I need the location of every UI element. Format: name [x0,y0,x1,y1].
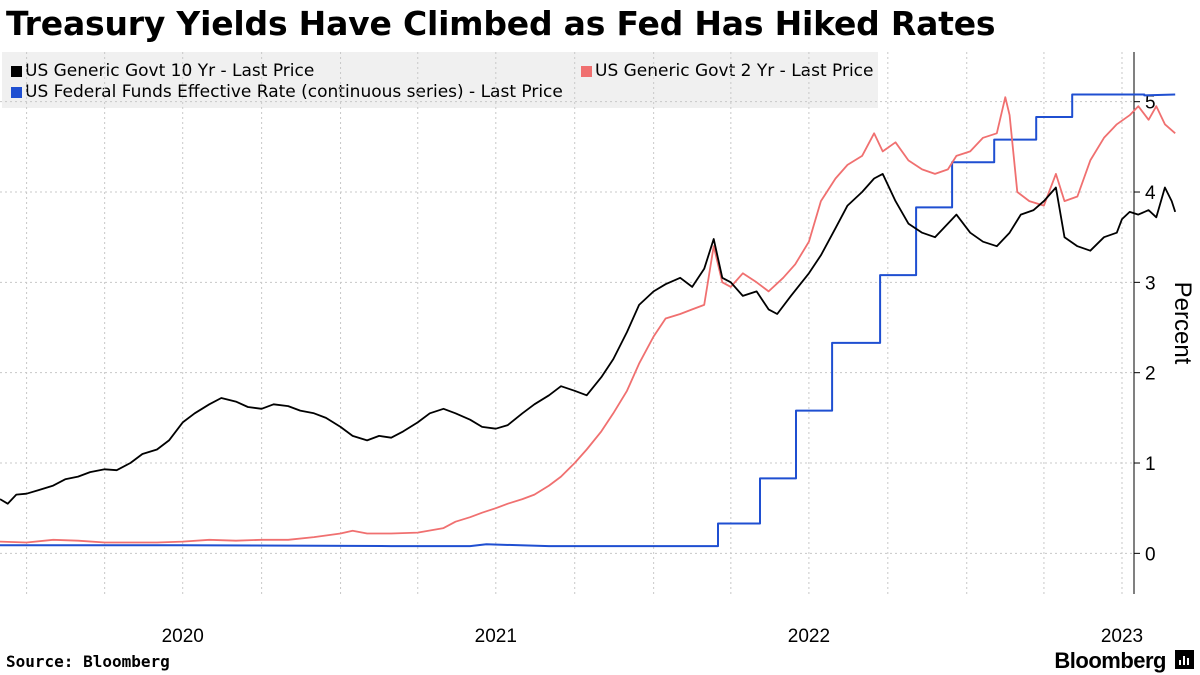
legend-swatch-10yr [11,65,22,77]
chart-title: Treasury Yields Have Climbed as Fed Has … [6,4,996,43]
y-axis-label: Percent [1169,282,1196,365]
legend-label-fedfunds: US Federal Funds Effective Rate (continu… [25,82,563,102]
series-line-2yr [0,96,1176,544]
y-tick-label: 3 [1145,273,1156,294]
bloomberg-logo: Bloomberg [1054,648,1166,673]
y-tick-label: 4 [1145,183,1156,204]
x-tick-label: 2021 [475,626,517,647]
y-tick-label: 1 [1145,454,1156,475]
source-note: Source: Bloomberg [6,652,170,671]
series-line-10yr [0,172,1177,505]
bloomberg-chart-icon [1175,650,1194,669]
y-tick-label: 5 [1145,93,1156,114]
legend-label-10yr: US Generic Govt 10 Yr - Last Price [25,61,315,81]
y-tick-label: 2 [1145,364,1156,385]
x-tick-label: 2022 [788,626,830,647]
y-tick-label: 0 [1145,544,1156,565]
series-line-fedfunds [0,93,1176,548]
legend-item-fedfunds: US Federal Funds Effective Rate (continu… [11,82,563,102]
x-tick-label: 2023 [1101,626,1143,647]
legend-swatch-fedfunds [11,86,22,98]
legend-item-2yr: US Generic Govt 2 Yr - Last Price [581,61,874,81]
chart-legend: US Generic Govt 10 Yr - Last Price US Ge… [2,52,878,108]
legend-swatch-2yr [581,65,592,77]
x-tick-label: 2020 [162,626,204,647]
legend-label-2yr: US Generic Govt 2 Yr - Last Price [595,61,874,81]
legend-item-10yr: US Generic Govt 10 Yr - Last Price [11,61,314,81]
